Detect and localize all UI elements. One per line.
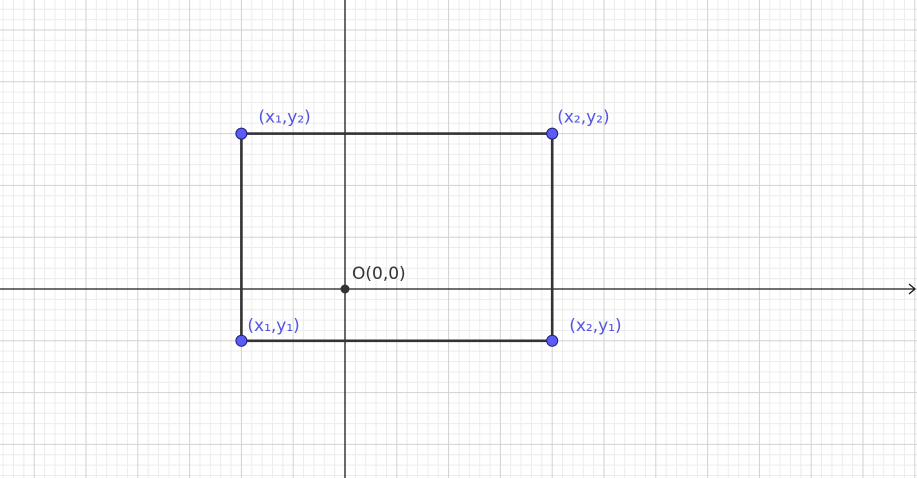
rectangle bbox=[240, 132, 554, 343]
origin-point bbox=[340, 284, 350, 294]
corner-point-x1y1: (x₁,y₁) bbox=[235, 316, 300, 347]
point-marker bbox=[546, 127, 559, 140]
point-marker bbox=[235, 334, 248, 347]
x-axis-arrow-icon bbox=[908, 283, 917, 295]
corner-points: (x₁,y₂) (x₂,y₂) (x₁,y₁) (x₂,y₁) bbox=[235, 108, 622, 347]
origin: O(0,0) bbox=[340, 264, 406, 294]
rectangle-outline bbox=[240, 132, 554, 343]
point-marker bbox=[546, 334, 559, 347]
corner-point-x2y2: (x₂,y₂) bbox=[546, 108, 610, 140]
corner-point-x1y2: (x₁,y₂) bbox=[235, 108, 311, 140]
corner-point-x2y1: (x₂,y₁) bbox=[546, 316, 622, 347]
point-marker bbox=[235, 127, 248, 140]
point-label: (x₂,y₁) bbox=[569, 316, 621, 336]
point-label: (x₁,y₁) bbox=[247, 316, 299, 336]
origin-label: O(0,0) bbox=[352, 264, 406, 284]
point-label: (x₁,y₂) bbox=[258, 108, 310, 128]
point-label: (x₂,y₂) bbox=[557, 108, 609, 128]
